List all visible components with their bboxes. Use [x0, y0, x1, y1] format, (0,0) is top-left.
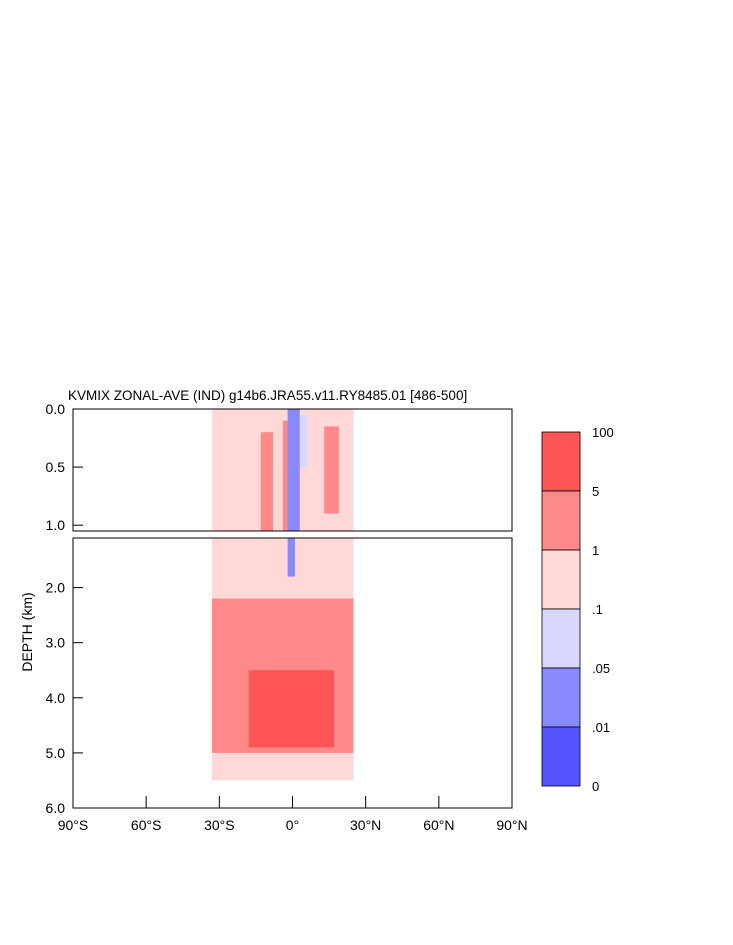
colorbar: 100 5 1 .1 .05 .01 0 — [541, 425, 614, 794]
heatmap-region — [324, 426, 339, 514]
y-tick-label: 1.0 — [46, 517, 66, 533]
heatmap-region — [248, 670, 334, 748]
colorbar-swatch — [541, 490, 581, 551]
heatmap-region — [287, 538, 295, 577]
colorbar-label: 100 — [592, 425, 614, 440]
heatmap-region — [282, 420, 291, 531]
x-tick-label: 90°S — [58, 817, 89, 833]
y-tick-label: 2.0 — [46, 580, 66, 596]
heatmap-region — [299, 414, 308, 468]
y-tick-label: 4.0 — [46, 690, 66, 706]
colorbar-swatch — [541, 608, 581, 669]
y-tick-label: 0.5 — [46, 459, 66, 475]
colorbar-label: .05 — [592, 661, 610, 676]
y-tick-label: 3.0 — [46, 635, 66, 651]
colorbar-label: 5 — [592, 484, 599, 499]
x-tick-label: 30°S — [204, 817, 235, 833]
colorbar-swatch — [541, 549, 581, 610]
colorbar-label: .1 — [592, 602, 603, 617]
x-tick-label: 30°N — [350, 817, 381, 833]
colorbar-label: 1 — [592, 543, 599, 558]
y-tick-label: 6.0 — [46, 800, 66, 816]
y-tick-label: 0.0 — [46, 401, 66, 417]
y-tick-label: 5.0 — [46, 745, 66, 761]
colorbar-label: .01 — [592, 720, 610, 735]
x-tick-label: 0° — [286, 817, 299, 833]
heatmap-region — [260, 432, 273, 531]
heatmap-region — [287, 409, 300, 531]
colorbar-label: 0 — [592, 779, 599, 794]
x-tick-label: 60°S — [131, 817, 162, 833]
axes-layer: 0.0 0.5 1.0 2.0 3.0 4.0 5.0 6.090°S 60°S 30°S 0° 30… — [46, 401, 528, 833]
colorbar-swatch — [541, 726, 581, 787]
colorbar-swatch — [541, 431, 581, 492]
colorbar-swatch — [541, 667, 581, 728]
upper-panel-frame — [72, 408, 513, 532]
heatmap-fill-layer — [212, 409, 354, 781]
x-tick-label: 60°N — [423, 817, 454, 833]
y-axis-label: DEPTH (km) — [19, 592, 35, 671]
chart-title: KVMIX ZONAL-AVE (IND) g14b6.JRA55.v11.RY… — [68, 388, 467, 403]
x-tick-label: 90°N — [496, 817, 527, 833]
